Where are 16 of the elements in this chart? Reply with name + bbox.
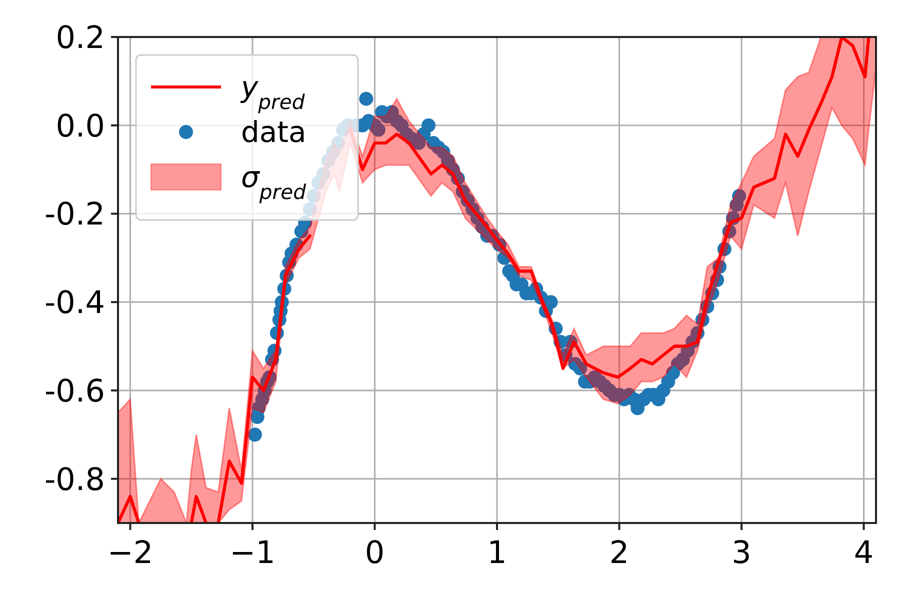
y-tick-label: 0.0 (56, 108, 105, 144)
y-tick-label: -0.4 (44, 285, 105, 322)
x-tick-label: 0 (364, 535, 385, 571)
x-tick-label: 3 (732, 535, 752, 571)
legend-label: data (241, 115, 306, 149)
y-tick-label: 0.2 (56, 20, 105, 56)
legend-label: y$_{pred}$ (240, 70, 305, 114)
annotation: σ$_{pred}$ (241, 160, 306, 204)
x-tick-label: 1 (487, 535, 507, 571)
x-tick-label: 2 (609, 535, 630, 571)
x-tick-label: −2 (107, 535, 154, 571)
x-tick-label: 4 (854, 535, 874, 571)
y-tick-label: -0.6 (44, 373, 105, 410)
y-tick-label: -0.8 (44, 462, 105, 498)
x-tick-label: −1 (230, 535, 276, 571)
y-tick-label: -0.2 (44, 196, 105, 233)
